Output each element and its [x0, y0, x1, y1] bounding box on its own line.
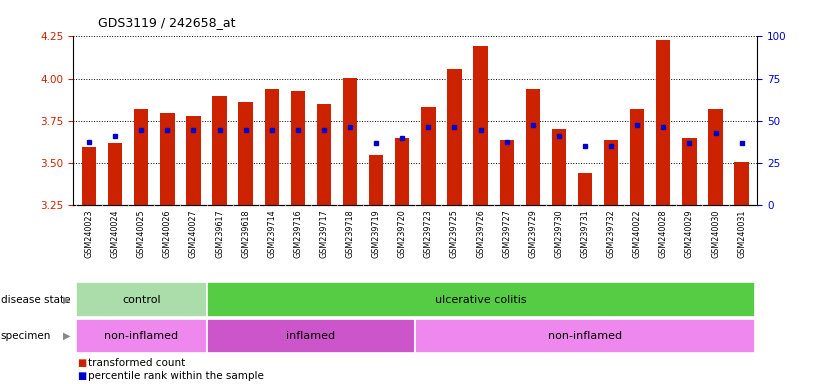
Text: GSM239725: GSM239725 [450, 209, 459, 258]
Text: GSM239727: GSM239727 [502, 209, 511, 258]
Text: GSM239714: GSM239714 [267, 209, 276, 258]
Text: GSM239720: GSM239720 [398, 209, 407, 258]
Bar [82, 147, 96, 205]
Bar [369, 155, 384, 205]
Text: GSM239731: GSM239731 [580, 209, 590, 258]
Bar [207, 319, 415, 353]
Text: ■: ■ [78, 371, 87, 381]
Bar [291, 91, 305, 205]
Text: GSM239716: GSM239716 [294, 209, 303, 258]
Text: GSM240028: GSM240028 [659, 209, 668, 258]
Text: specimen: specimen [1, 331, 51, 341]
Bar [134, 109, 148, 205]
Text: GSM240026: GSM240026 [163, 209, 172, 258]
Bar [207, 282, 755, 317]
Text: GSM240024: GSM240024 [111, 209, 119, 258]
Bar [447, 70, 462, 205]
Bar [76, 282, 207, 317]
Text: GSM239618: GSM239618 [241, 209, 250, 258]
Bar [343, 78, 357, 205]
Text: GDS3119 / 242658_at: GDS3119 / 242658_at [98, 16, 236, 29]
Bar [708, 109, 723, 205]
Text: GSM240022: GSM240022 [633, 209, 641, 258]
Text: GSM239730: GSM239730 [555, 209, 564, 258]
Bar [552, 129, 566, 205]
Bar [500, 141, 514, 205]
Text: transformed count: transformed count [88, 358, 186, 368]
Bar [239, 103, 253, 205]
Bar [682, 138, 696, 205]
Bar [735, 162, 749, 205]
Text: GSM239717: GSM239717 [319, 209, 329, 258]
Text: GSM240030: GSM240030 [711, 209, 720, 258]
Text: GSM240025: GSM240025 [137, 209, 146, 258]
Text: GSM239729: GSM239729 [528, 209, 537, 258]
Text: GSM240027: GSM240027 [189, 209, 198, 258]
Text: control: control [122, 295, 161, 305]
Bar [604, 141, 618, 205]
Text: ▶: ▶ [63, 331, 71, 341]
Text: inflamed: inflamed [286, 331, 335, 341]
Bar [395, 138, 409, 205]
Bar [474, 46, 488, 205]
Bar [656, 40, 671, 205]
Bar [264, 89, 279, 205]
Bar [317, 104, 331, 205]
Text: GSM239617: GSM239617 [215, 209, 224, 258]
Bar [630, 109, 645, 205]
Text: GSM240031: GSM240031 [737, 209, 746, 258]
Text: GSM239726: GSM239726 [476, 209, 485, 258]
Text: ▶: ▶ [63, 295, 71, 305]
Text: ■: ■ [78, 358, 87, 368]
Bar [160, 113, 174, 205]
Bar [108, 143, 123, 205]
Text: percentile rank within the sample: percentile rank within the sample [88, 371, 264, 381]
Text: GSM239732: GSM239732 [606, 209, 615, 258]
Bar [421, 108, 435, 205]
Bar [213, 96, 227, 205]
Bar [578, 173, 592, 205]
Bar [525, 89, 540, 205]
Text: non-inflamed: non-inflamed [104, 331, 178, 341]
Bar [76, 319, 207, 353]
Text: GSM240023: GSM240023 [84, 209, 93, 258]
Text: GSM239723: GSM239723 [424, 209, 433, 258]
Text: GSM239719: GSM239719 [372, 209, 380, 258]
Text: GSM240029: GSM240029 [685, 209, 694, 258]
Bar [186, 116, 201, 205]
Text: non-inflamed: non-inflamed [548, 331, 622, 341]
Bar [415, 319, 755, 353]
Text: ulcerative colitis: ulcerative colitis [435, 295, 526, 305]
Text: GSM239718: GSM239718 [345, 209, 354, 258]
Text: disease state: disease state [1, 295, 70, 305]
